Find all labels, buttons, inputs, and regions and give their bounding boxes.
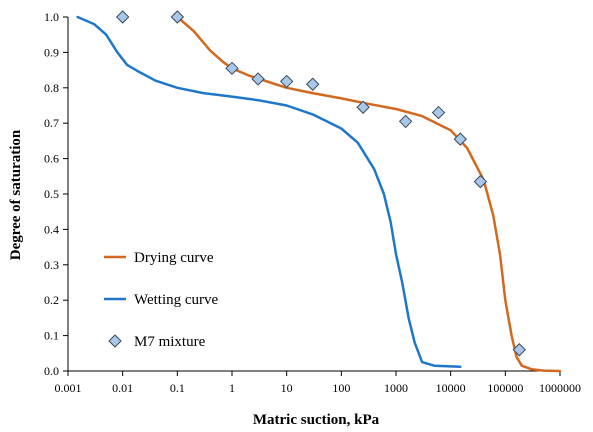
y-tick-label: 0.9 bbox=[44, 45, 59, 59]
y-ticks: 0.0 0.1 0.2 0.3 0.4 0.5 0.6 0.7 0.8 0.9 1.0 bbox=[44, 10, 68, 378]
m7-data-point bbox=[251, 72, 265, 86]
legend-wetting-label: Wetting curve bbox=[134, 292, 219, 308]
y-tick-label: 0.2 bbox=[44, 293, 59, 307]
y-tick-label: 0.7 bbox=[44, 116, 59, 130]
m7-data-point bbox=[431, 105, 446, 120]
y-tick-label: 0.5 bbox=[44, 187, 59, 201]
series-lines bbox=[76, 15, 562, 373]
x-tick-label: 10 bbox=[281, 381, 293, 395]
x-tick-label: 10000 bbox=[436, 381, 466, 395]
m7-data-point bbox=[279, 74, 294, 89]
m7-data-point bbox=[473, 174, 488, 189]
y-tick-label: 0.0 bbox=[44, 364, 59, 378]
m7-data-point bbox=[225, 61, 239, 76]
y-axis-title: Degree of saturation bbox=[8, 129, 24, 260]
x-tick-label: 1 bbox=[229, 381, 235, 395]
series-markers bbox=[115, 10, 526, 357]
x-axis-title: Matric suction, kPa bbox=[253, 412, 380, 428]
y-tick-label: 0.6 bbox=[44, 152, 59, 166]
x-tick-label: 100000 bbox=[487, 381, 523, 395]
y-tick-label: 0.8 bbox=[44, 81, 59, 95]
x-tick-label: 1000 bbox=[384, 381, 408, 395]
legend-m7-diamond-icon bbox=[108, 334, 122, 348]
legend-drying-label: Drying curve bbox=[134, 250, 214, 266]
y-tick-label: 0.4 bbox=[44, 222, 59, 236]
y-tick-label: 0.1 bbox=[44, 329, 59, 343]
m7-data-point bbox=[115, 10, 130, 24]
y-tick-label: 0.3 bbox=[44, 258, 59, 272]
x-tick-label: 0.001 bbox=[55, 381, 82, 395]
x-tick-label: 1000000 bbox=[539, 381, 581, 395]
legend: Drying curve Wetting curve M7 mixture bbox=[104, 250, 219, 350]
plot-area: 0.001 0.01 0.1 1 10 100 1000 10000 100000 1000000… bbox=[44, 10, 581, 395]
y-tick-label: 1.0 bbox=[44, 10, 59, 24]
x-tick-label: 0.01 bbox=[112, 381, 133, 395]
legend-m7-label: M7 mixture bbox=[134, 334, 206, 350]
x-tick-label: 0.1 bbox=[170, 381, 185, 395]
x-tick-label: 100 bbox=[332, 381, 350, 395]
m7-data-point bbox=[170, 10, 185, 24]
m7-data-point bbox=[356, 100, 370, 114]
m7-data-point bbox=[398, 114, 413, 129]
m7-data-point bbox=[306, 77, 320, 91]
x-ticks: 0.001 0.01 0.1 1 10 100 1000 10000 100000 1000000 bbox=[55, 371, 581, 395]
m7-data-point bbox=[512, 343, 526, 357]
wetting-curve-line bbox=[76, 15, 462, 369]
m7-data-point bbox=[453, 132, 468, 146]
